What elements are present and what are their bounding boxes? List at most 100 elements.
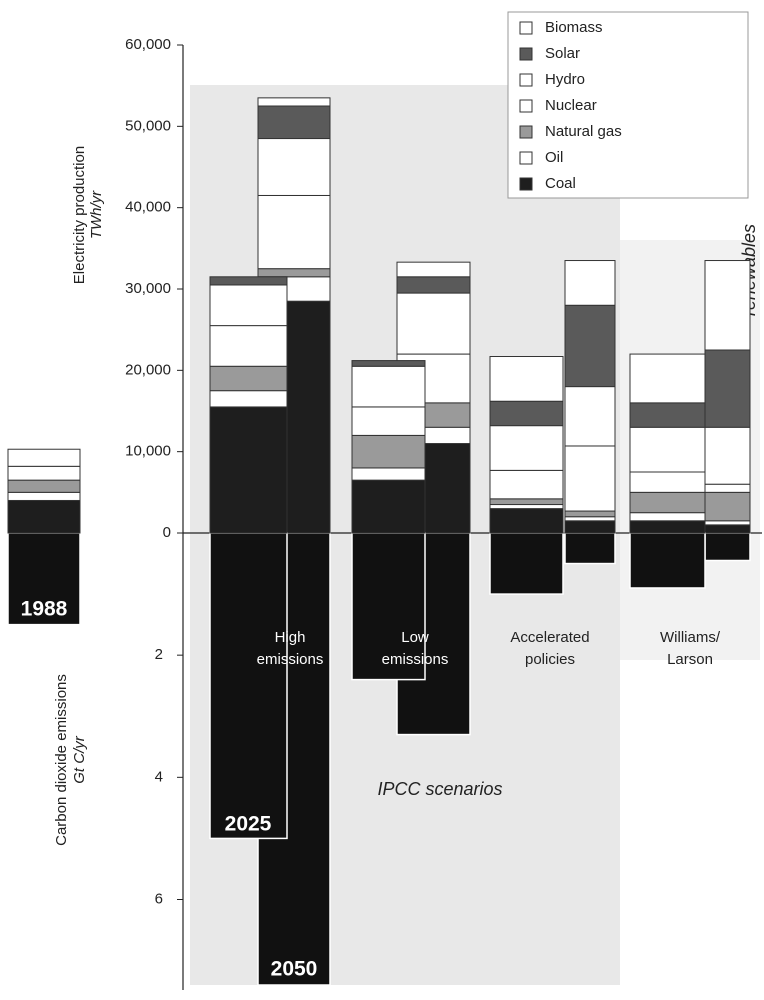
scenario-label: emissions (257, 651, 324, 668)
y2-title: Carbon dioxide emissions (53, 674, 70, 846)
scenario-label: emissions (382, 651, 449, 668)
legend-swatch (519, 21, 533, 35)
emission-bar (704, 532, 751, 562)
energy-segment (209, 390, 288, 408)
energy-segment (396, 276, 471, 294)
energy-segment (209, 406, 288, 534)
energy-segment (7, 499, 81, 534)
energy-segment (351, 467, 426, 481)
energy-segment (564, 260, 616, 306)
energy-segment (7, 491, 81, 501)
y-tick-label: 60,000 (125, 36, 171, 53)
energy-segment (629, 520, 706, 534)
legend-swatch (519, 151, 533, 165)
energy-segment (396, 261, 471, 278)
scenario-label: policies (525, 651, 575, 668)
y2-unit: Gt C/yr (71, 735, 88, 784)
energy-segment (564, 520, 616, 534)
legend-label: Biomass (545, 19, 603, 36)
energy-segment (629, 512, 706, 522)
scenario-label: High (275, 629, 306, 646)
energy-segment (629, 471, 706, 493)
energy-segment (629, 491, 706, 514)
emission-bar (564, 532, 616, 565)
energy-segment (629, 402, 706, 428)
y-tick-label: 30,000 (125, 280, 171, 297)
energy-segment (489, 504, 564, 510)
emission-bar (351, 532, 426, 681)
energy-segment (209, 276, 288, 286)
energy-segment (564, 516, 616, 522)
emission-bar (629, 532, 706, 589)
legend-box (507, 11, 749, 199)
y-tick-label: 20,000 (125, 361, 171, 378)
bar-label: 2050 (271, 958, 318, 981)
y-title: Electricity production (71, 146, 88, 284)
scenario-label: Larson (667, 651, 713, 668)
emission-bar (209, 532, 288, 840)
legend-label: Nuclear (545, 97, 597, 114)
energy-segment (257, 138, 331, 196)
y-tick-label: 0 (163, 524, 171, 541)
energy-segment (351, 360, 426, 367)
energy-segment (704, 349, 751, 428)
energy-segment (489, 469, 564, 500)
energy-segment (629, 426, 706, 473)
energy-segment (396, 292, 471, 355)
energy-segment (489, 425, 564, 471)
scenario-label: Low (401, 629, 429, 646)
scenario-label: Accelerated (510, 629, 589, 646)
energy-segment (351, 406, 426, 436)
energy-segment (351, 434, 426, 469)
legend-label: Oil (545, 149, 563, 166)
energy-segment (489, 498, 564, 506)
energy-segment (489, 508, 564, 534)
energy-segment (704, 520, 751, 526)
legend-swatch (519, 177, 533, 191)
energy-segment (257, 194, 331, 270)
energy-segment (489, 400, 564, 427)
y2-tick-label: 4 (155, 768, 163, 785)
legend-swatch (519, 125, 533, 139)
legend-label: Coal (545, 175, 576, 192)
energy-segment (209, 325, 288, 367)
bar-label: 1988 (21, 598, 68, 621)
legend-swatch (519, 99, 533, 113)
energy-segment (257, 97, 331, 107)
y-tick-label: 40,000 (125, 199, 171, 216)
energy-segment (704, 491, 751, 522)
emission-bar (489, 532, 564, 595)
group-label: IPCC scenarios (377, 779, 502, 799)
energy-segment (564, 386, 616, 447)
energy-segment (351, 479, 426, 534)
y-tick-label: 50,000 (125, 117, 171, 134)
y-unit: TWh/yr (88, 190, 105, 239)
energy-segment (564, 510, 616, 518)
y-tick-label: 10,000 (125, 443, 171, 460)
legend-label: Solar (545, 45, 580, 62)
bar-label: 2025 (225, 813, 272, 836)
energy-segment (564, 304, 616, 388)
energy-segment (257, 268, 331, 278)
legend-swatch (519, 73, 533, 87)
energy-segment (629, 353, 706, 404)
y2-tick-label: 6 (155, 890, 163, 907)
legend-label: Natural gas (545, 123, 622, 140)
energy-segment (257, 105, 331, 140)
energy-segment (704, 260, 751, 351)
energy-segment (7, 448, 81, 467)
energy-segment (704, 524, 751, 534)
energy-segment (704, 426, 751, 485)
legend-swatch (519, 47, 533, 61)
energy-segment (209, 284, 288, 327)
energy-segment (704, 483, 751, 493)
energy-segment (564, 445, 616, 512)
legend-label: Hydro (545, 71, 585, 88)
energy-segment (351, 365, 426, 408)
energy-segment (7, 465, 81, 481)
y2-tick-label: 2 (155, 646, 163, 663)
energy-segment (209, 365, 288, 392)
energy-segment (489, 356, 564, 402)
scenario-label: Williams/ (660, 629, 721, 646)
